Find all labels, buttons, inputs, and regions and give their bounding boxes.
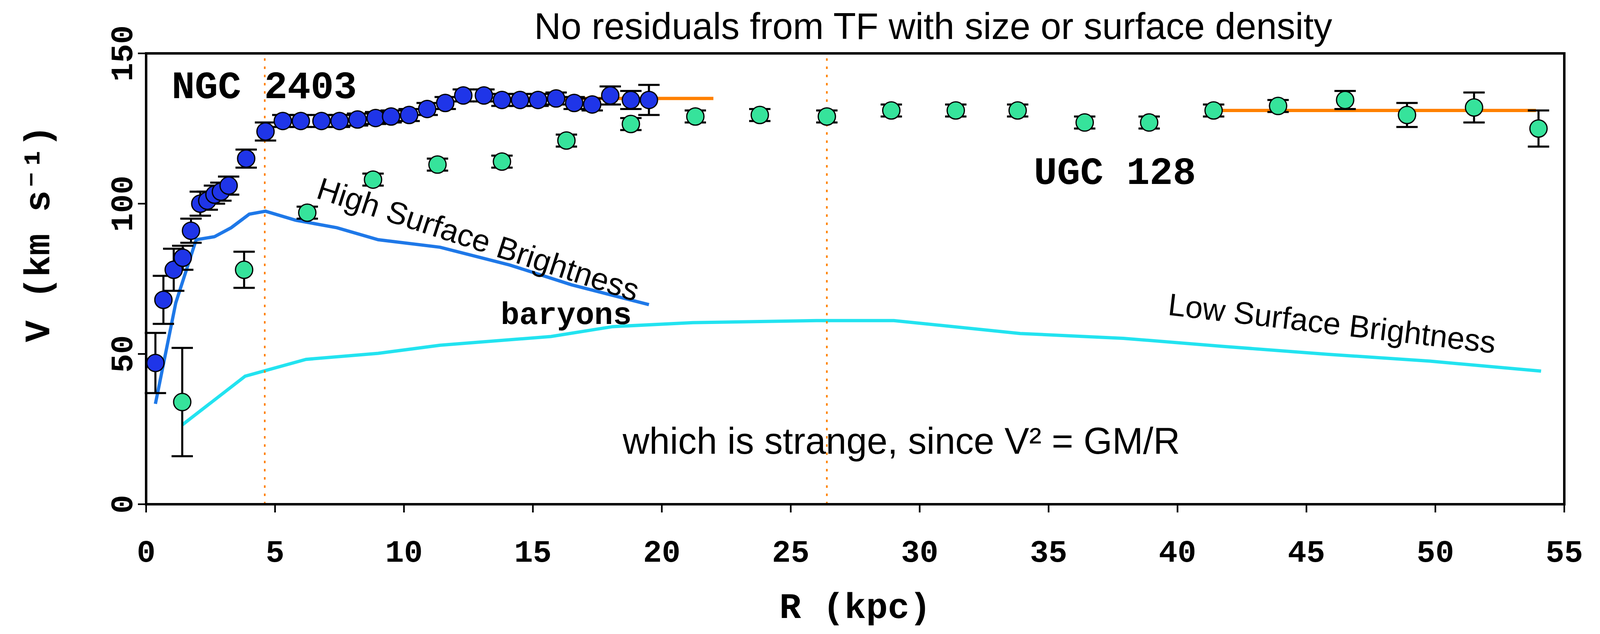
svg-text:50: 50: [1416, 535, 1454, 571]
svg-text:25: 25: [772, 535, 810, 571]
svg-text:50: 50: [106, 334, 142, 373]
svg-text:55: 55: [1545, 535, 1583, 571]
svg-text:45: 45: [1287, 535, 1325, 571]
svg-text:100: 100: [106, 175, 142, 232]
svg-text:5: 5: [265, 535, 285, 571]
svg-text:10: 10: [385, 535, 423, 571]
svg-text:20: 20: [643, 535, 681, 571]
svg-text:baryons: baryons: [500, 297, 632, 334]
svg-text:which is strange, since V² = G: which is strange, since V² = GM/R: [622, 420, 1181, 462]
svg-text:V (km s⁻¹): V (km s⁻¹): [19, 125, 60, 342]
svg-text:NGC 2403: NGC 2403: [171, 66, 357, 110]
svg-text:150: 150: [106, 25, 142, 82]
svg-text:0: 0: [136, 535, 156, 571]
svg-text:Low Surface Brightness: Low Surface Brightness: [1166, 286, 1498, 360]
svg-text:High Surface Brightness: High Surface Brightness: [312, 170, 644, 308]
svg-text:0: 0: [106, 494, 142, 514]
svg-text:40: 40: [1158, 535, 1197, 571]
svg-text:R (kpc): R (kpc): [779, 587, 932, 629]
svg-text:No residuals from TF with size: No residuals from TF with size or surfac…: [534, 5, 1333, 47]
svg-text:30: 30: [900, 535, 939, 571]
svg-text:35: 35: [1029, 535, 1068, 571]
svg-text:15: 15: [514, 535, 552, 571]
svg-text:UGC 128: UGC 128: [1033, 151, 1197, 196]
